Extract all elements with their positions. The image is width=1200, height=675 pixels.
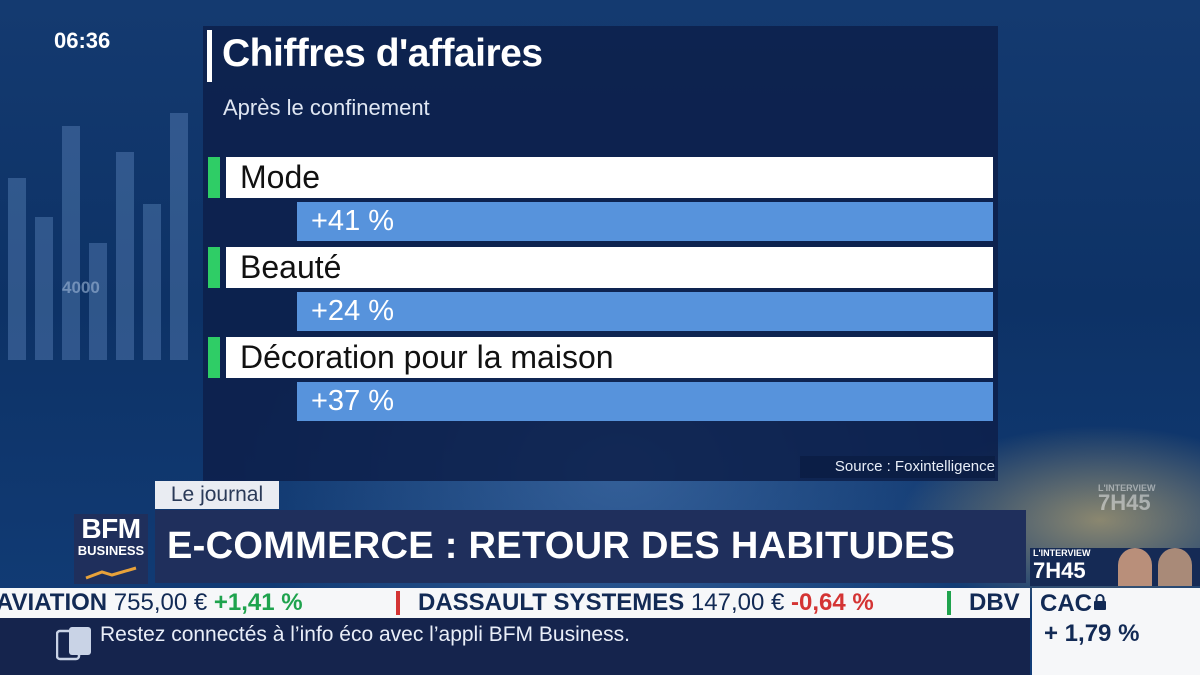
logo-swoosh-icon: [85, 566, 137, 580]
ticker-name: AVIATION: [0, 589, 108, 616]
row-label: Mode: [226, 157, 993, 198]
row-label: Décoration pour la maison: [226, 337, 993, 378]
host-portrait: [1158, 548, 1192, 586]
category-row-beaute: Beauté +24 %: [208, 247, 993, 337]
source-credit: Source : Foxintelligence: [800, 456, 995, 478]
row-label: Beauté: [226, 247, 993, 288]
logo-bfm-text: BFM: [81, 513, 141, 544]
row-marker: [208, 247, 220, 288]
background-bar: [89, 243, 107, 360]
ticker-change: +1,41 %: [213, 589, 303, 616]
background-bar-graphic: [0, 100, 200, 360]
channel-logo: BFM BUSINESS: [74, 514, 148, 584]
ticker-price: 147,00 €: [690, 589, 785, 616]
info-crawl-text: Restez connectés à l’info éco avec l’app…: [100, 623, 630, 646]
ticker-name: DASSAULT SYSTEMES: [418, 589, 685, 616]
graphic-subtitle: Après le confinement: [223, 95, 430, 120]
watermark-time: 7H45: [1098, 490, 1151, 515]
ticker-item: DASSAULT SYSTEMES 147,00 € -0,64 %: [418, 588, 874, 618]
row-value: +41 %: [297, 202, 993, 241]
index-change: + 1,79 %: [1044, 620, 1140, 647]
background-bar: [170, 113, 188, 360]
watermark-kicker: L'INTERVIEW: [1098, 483, 1156, 493]
index-box: CAC + 1,79 %: [1032, 588, 1200, 675]
ticker-change: -0,64 %: [791, 589, 874, 616]
guest-portrait: [1118, 548, 1152, 586]
interview-promo: L'INTERVIEW 7H45: [1030, 548, 1200, 586]
row-value: +24 %: [297, 292, 993, 331]
background-bar: [143, 204, 161, 360]
promo-time: 7H45: [1033, 558, 1086, 583]
headline: E-COMMERCE : RETOUR DES HABITUDES: [167, 525, 956, 567]
background-bar: [35, 217, 53, 360]
row-value: +37 %: [297, 382, 993, 421]
clock: 06:36: [54, 28, 111, 53]
stock-ticker: AVIATION 755,00 € +1,41 % DASSAULT SYSTE…: [0, 588, 1030, 618]
smartphone-icon: [56, 627, 91, 661]
show-tag: Le journal: [155, 481, 279, 509]
background-watermark-number: 4000: [62, 278, 100, 297]
row-marker: [208, 157, 220, 198]
headline-bar: [155, 510, 1026, 583]
promo-kicker: L'INTERVIEW: [1033, 548, 1091, 558]
info-crawl-bar: [0, 618, 1030, 675]
ticker-separator: [947, 591, 951, 615]
background-promo-watermark: L'INTERVIEW 7H45: [1098, 483, 1156, 515]
category-row-mode: Mode +41 %: [208, 157, 993, 247]
logo-business-text: BUSINESS: [77, 543, 145, 558]
ticker-separator: [396, 591, 400, 615]
title-accent-bar: [207, 30, 212, 82]
background-bar: [62, 126, 80, 360]
background-bar: [8, 178, 26, 360]
background-bar: [116, 152, 134, 360]
index-name: CAC: [1040, 590, 1092, 617]
lock-icon: [1094, 594, 1106, 610]
category-row-decoration: Décoration pour la maison +37 %: [208, 337, 993, 427]
ticker-price: 755,00 €: [113, 589, 208, 616]
ticker-item: AVIATION 755,00 € +1,41 %: [0, 588, 303, 618]
row-marker: [208, 337, 220, 378]
ticker-name: DBV: [969, 589, 1020, 616]
graphic-title: Chiffres d'affaires: [222, 32, 543, 75]
ticker-item: DBV: [969, 588, 1020, 618]
